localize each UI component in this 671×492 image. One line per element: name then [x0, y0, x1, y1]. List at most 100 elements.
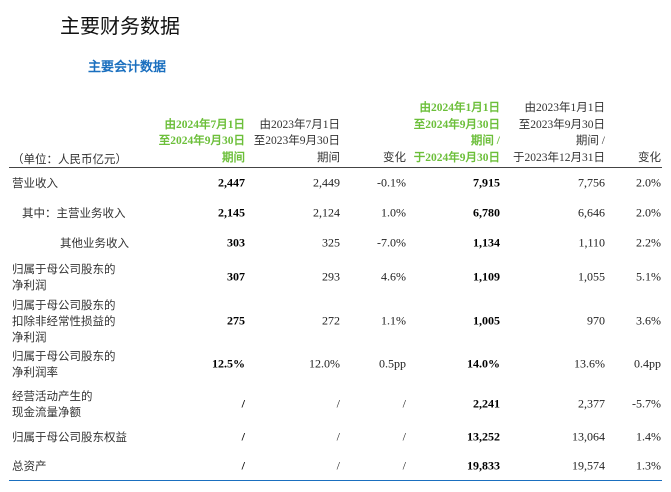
column-header-line: 期间 / — [470, 135, 500, 147]
table-cell: 0.5pp — [379, 356, 406, 371]
column-header: 变化 — [638, 150, 661, 167]
row-label-line: 归属于母公司股东的 — [12, 262, 116, 276]
table-cell: 970 — [587, 313, 605, 328]
unit-label: （单位：人民币亿元） — [12, 152, 127, 166]
row-label-line: 净利润 — [12, 278, 47, 292]
table-cell: 1,109 — [473, 269, 500, 284]
section-title: 主要会计数据 — [88, 60, 167, 75]
column-header: 由2023年1月1日至2023年9月30日期间 / 于2023年12月31日 — [513, 100, 605, 166]
row-label: 经营活动产生的 现金流量净额 — [12, 388, 93, 420]
row-label-line: 其他业务收入 — [60, 236, 129, 250]
row-label: 营业收入 — [12, 175, 58, 191]
row-label-line: 总资产 — [12, 459, 47, 473]
table-cell: 303 — [227, 235, 245, 250]
row-label: 归属于母公司股东权益 — [12, 429, 127, 445]
row-label: 其他业务收入 — [60, 235, 129, 251]
page-title: 主要财务数据 — [60, 14, 180, 38]
row-label-line: 归属于母公司股东的 — [12, 298, 116, 312]
column-header-line: 于2023年12月31日 — [513, 151, 605, 164]
table-cell: 3.6% — [636, 313, 661, 328]
table-cell: 272 — [322, 313, 340, 328]
column-header-line: 至2024年9月30日 — [413, 118, 500, 131]
table-cell: / — [241, 429, 245, 444]
table-cell: 2,447 — [218, 175, 245, 190]
table-cell: 7,756 — [578, 175, 605, 190]
row-label-line: 净利润率 — [12, 365, 58, 379]
row-label-line: 归属于母公司股东权益 — [12, 430, 127, 444]
table-cell: 12.0% — [309, 356, 340, 371]
table-cell: / — [402, 458, 406, 473]
column-header-line: 至2024年9月30日 — [158, 135, 245, 147]
table-cell: 2,241 — [473, 396, 500, 411]
column-header-line: 变化 — [383, 151, 406, 164]
row-label-line: 营业收入 — [12, 176, 58, 190]
table-cell: 19,574 — [572, 458, 605, 473]
header-divider — [9, 167, 662, 168]
table-cell: 275 — [227, 313, 245, 328]
table-cell: / — [402, 429, 406, 444]
table-cell: 0.4pp — [634, 356, 661, 371]
table-cell: / — [336, 396, 340, 411]
column-header-line: 由2023年1月1日 — [524, 102, 606, 114]
table-cell: 7,915 — [473, 175, 500, 190]
row-label: 归属于母公司股东的 净利润率 — [12, 348, 116, 380]
column-header: 由2024年1月1日至2024年9月30日期间 / 于2024年9月30日 — [414, 100, 500, 166]
table-cell: 1.1% — [381, 313, 406, 328]
row-label-line: 归属于母公司股东的 — [12, 349, 116, 363]
table-cell: 19,833 — [467, 458, 500, 473]
table-cell: 4.6% — [381, 269, 406, 284]
table-cell: 13,064 — [572, 429, 605, 444]
table-cell: 2,377 — [578, 396, 605, 411]
column-header: 由2024年7月1日至2024年9月30日期间 — [159, 117, 245, 167]
table-cell: / — [241, 396, 245, 411]
column-header-line: 至2023年9月30日 — [518, 118, 605, 131]
column-header: 由2023年7月1日至2023年9月30日期间 — [254, 117, 340, 167]
table-cell: 2,124 — [313, 205, 340, 220]
column-header-line: 由2024年1月1日 — [419, 102, 501, 114]
row-label-line: 其中：主营业务收入 — [22, 206, 126, 220]
table-cell: 2,449 — [313, 175, 340, 190]
row-label-line: 现金流量净额 — [12, 405, 81, 419]
row-label-line: 净利润 — [12, 330, 47, 344]
row-label: 归属于母公司股东的 扣除非经常性损益的 净利润 — [12, 297, 116, 345]
table-cell: 12.5% — [212, 356, 245, 371]
row-label: 总资产 — [12, 458, 47, 474]
table-cell: 1.4% — [636, 429, 661, 444]
table-cell: / — [402, 396, 406, 411]
table-cell: 1.3% — [636, 458, 661, 473]
row-label-line: 扣除非经常性损益的 — [12, 314, 116, 328]
column-header-line: 于2024年9月30日 — [413, 151, 500, 164]
table-cell: 1,110 — [578, 235, 605, 250]
column-header-line: 由2023年7月1日 — [259, 118, 341, 131]
table-bottom-rule — [9, 480, 662, 481]
table-cell: / — [241, 458, 245, 473]
column-header-line: 由2024年7月1日 — [164, 118, 246, 131]
column-header: 变化 — [383, 150, 406, 167]
column-header-line: 变化 — [638, 151, 661, 164]
table-cell: 2.2% — [636, 235, 661, 250]
table-cell: 1,055 — [578, 269, 605, 284]
table-cell: 6,780 — [473, 205, 500, 220]
column-header-line: 期间 — [317, 151, 340, 164]
table-cell: -0.1% — [377, 175, 406, 190]
table-cell: / — [336, 429, 340, 444]
table-cell: 13,252 — [467, 429, 500, 444]
table-cell: 307 — [227, 269, 245, 284]
table-cell: 293 — [322, 269, 340, 284]
table-cell: 1,005 — [473, 313, 500, 328]
table-cell: 1.0% — [381, 205, 406, 220]
table-cell: -7.0% — [377, 235, 406, 250]
column-header-line: 期间 — [222, 151, 245, 164]
table-cell: 2.0% — [636, 175, 661, 190]
table-cell: 5.1% — [636, 269, 661, 284]
table-cell: 2,145 — [218, 205, 245, 220]
table-cell: 13.6% — [574, 356, 605, 371]
table-cell: 14.0% — [467, 356, 500, 371]
column-header-line: 期间 / — [575, 135, 605, 147]
row-label: 其中：主营业务收入 — [22, 205, 126, 221]
table-cell: -5.7% — [632, 396, 661, 411]
row-label: 归属于母公司股东的 净利润 — [12, 261, 116, 293]
column-header-line: 至2023年9月30日 — [253, 135, 340, 147]
table-cell: 6,646 — [578, 205, 605, 220]
table-cell: / — [336, 458, 340, 473]
